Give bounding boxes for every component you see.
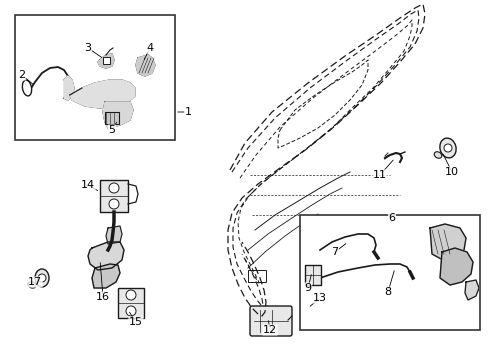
Text: 16: 16 — [96, 292, 110, 302]
Text: 4: 4 — [146, 43, 153, 53]
Ellipse shape — [28, 282, 36, 288]
Polygon shape — [98, 54, 114, 68]
Bar — [299, 215, 479, 330]
Ellipse shape — [439, 138, 455, 158]
Circle shape — [109, 199, 119, 209]
Bar — [103, 57, 110, 64]
Text: 17: 17 — [28, 277, 42, 287]
Bar — [305, 265, 320, 285]
Text: 7: 7 — [331, 247, 338, 257]
Polygon shape — [92, 264, 120, 288]
Text: 14: 14 — [81, 180, 95, 190]
Polygon shape — [439, 248, 472, 285]
Bar — [105, 112, 119, 124]
Circle shape — [109, 183, 119, 193]
Text: 10: 10 — [444, 167, 458, 177]
Text: 1: 1 — [184, 107, 191, 117]
Text: 12: 12 — [263, 325, 277, 335]
Ellipse shape — [22, 80, 32, 96]
Polygon shape — [302, 302, 319, 324]
Text: 13: 13 — [312, 293, 326, 303]
FancyBboxPatch shape — [249, 306, 291, 336]
Text: 8: 8 — [384, 287, 391, 297]
Text: 9: 9 — [304, 283, 311, 293]
Text: 11: 11 — [372, 170, 386, 180]
Text: 6: 6 — [387, 213, 395, 223]
Polygon shape — [136, 55, 155, 76]
Polygon shape — [103, 102, 133, 128]
Bar — [118, 288, 143, 318]
Polygon shape — [70, 80, 135, 108]
Text: 5: 5 — [108, 125, 115, 135]
Bar — [100, 180, 128, 212]
Bar — [247, 270, 265, 282]
Bar — [15, 15, 175, 140]
Circle shape — [443, 144, 451, 152]
Circle shape — [126, 290, 136, 300]
Ellipse shape — [35, 269, 49, 287]
Circle shape — [38, 274, 46, 282]
Text: 3: 3 — [84, 43, 91, 53]
Polygon shape — [88, 242, 124, 270]
Circle shape — [126, 306, 136, 316]
Text: 2: 2 — [19, 70, 25, 80]
Polygon shape — [429, 224, 465, 260]
Text: 15: 15 — [129, 317, 142, 327]
Polygon shape — [64, 76, 74, 100]
Polygon shape — [464, 280, 478, 300]
Polygon shape — [106, 226, 122, 244]
Ellipse shape — [433, 152, 441, 158]
